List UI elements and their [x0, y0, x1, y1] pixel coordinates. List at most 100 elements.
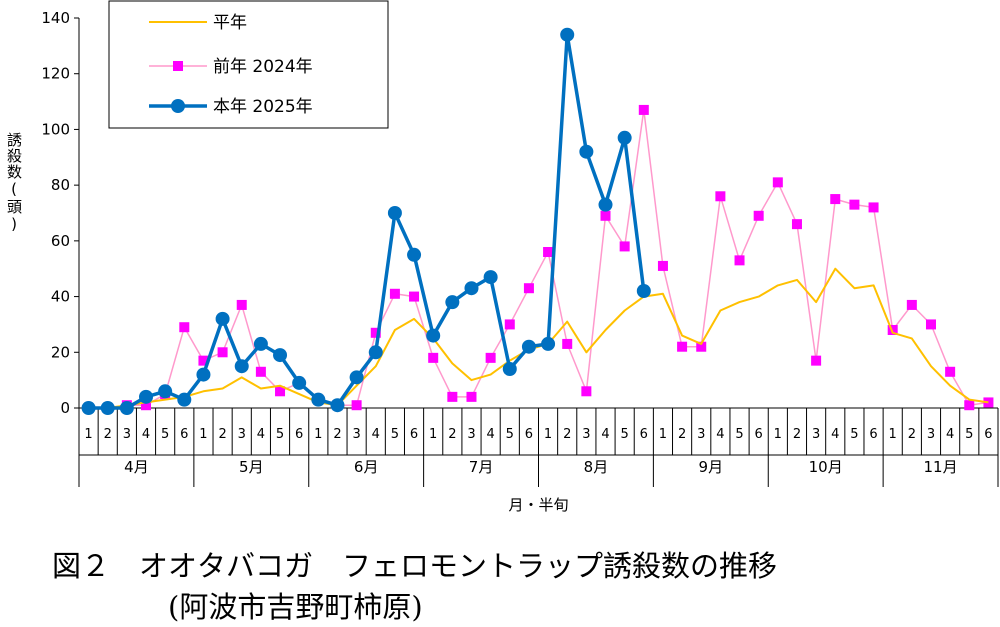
legend-label: 平年	[213, 13, 247, 33]
x-tick-label-pentad: 2	[678, 427, 686, 442]
x-tick-label-month: 10月	[809, 458, 843, 476]
legend-swatch-marker	[171, 99, 185, 113]
x-axis-title: 月・半旬	[508, 496, 568, 514]
data-point-square	[255, 366, 266, 377]
series-line	[88, 109, 989, 409]
x-tick-label-month: 4月	[124, 458, 149, 476]
data-point-square	[619, 241, 630, 252]
data-point-square	[409, 291, 420, 302]
x-tick-label-pentad: 3	[812, 427, 820, 442]
x-tick-label-pentad: 3	[697, 427, 705, 442]
legend-label: 前年 2024年	[213, 57, 313, 77]
data-point-square	[141, 400, 152, 411]
data-point-square	[983, 397, 994, 408]
data-point-circle	[177, 392, 192, 407]
data-point-square	[179, 322, 190, 333]
data-point-circle	[273, 348, 288, 363]
x-tick-label-pentad: 4	[372, 427, 380, 442]
data-point-circle	[349, 370, 364, 385]
data-point-circle	[560, 27, 575, 42]
x-tick-label-pentad: 1	[314, 427, 322, 442]
x-tick-label-pentad: 1	[544, 427, 552, 442]
data-point-circle	[407, 247, 422, 262]
data-point-square	[791, 219, 802, 230]
series-line	[88, 267, 989, 409]
data-point-square	[543, 247, 554, 257]
data-point-square	[677, 341, 688, 352]
x-tick-label-pentad: 5	[850, 427, 858, 442]
y-tick-label: 140	[41, 9, 70, 27]
x-tick-label-pentad: 3	[238, 427, 246, 442]
data-point-square	[466, 391, 477, 402]
data-point-square	[198, 355, 209, 366]
data-point-square	[389, 288, 400, 299]
legend-item: 本年 2025年	[149, 97, 313, 117]
x-tick-label-pentad: 4	[946, 427, 954, 442]
x-tick-label-pentad: 1	[84, 427, 92, 442]
x-tick-label-pentad: 2	[218, 427, 226, 442]
y-tick-label: 80	[51, 176, 70, 194]
x-tick-label-pentad: 1	[889, 427, 897, 442]
x-tick-label-month: 6月	[354, 458, 379, 476]
data-point-circle	[100, 401, 115, 415]
figure-caption-subtitle: (阿波市吉野町柿原)	[168, 590, 423, 624]
figure-caption-title: 図２ オオタバコガ フェロモントラップ誘殺数の推移	[52, 549, 778, 583]
x-tick-label-pentad: 2	[908, 427, 916, 442]
series-previous-year	[83, 104, 994, 413]
data-point-circle	[253, 336, 268, 351]
x-tick-label-pentad: 5	[161, 427, 169, 442]
x-tick-label-pentad: 2	[104, 427, 112, 442]
data-point-square	[351, 400, 362, 411]
data-point-circle	[119, 401, 134, 415]
x-tick-label-month: 5月	[239, 458, 264, 476]
x-tick-label-pentad: 5	[621, 427, 629, 442]
data-point-square	[428, 352, 439, 363]
x-tick-label-pentad: 6	[869, 427, 877, 442]
x-tick-label-month: 8月	[584, 458, 609, 476]
x-tick-label-pentad: 5	[506, 427, 514, 442]
data-point-circle	[541, 336, 556, 351]
data-point-circle	[292, 375, 307, 390]
x-tick-label-pentad: 4	[486, 427, 494, 442]
y-tick-label: 120	[41, 65, 70, 83]
x-tick-label-month: 7月	[469, 458, 494, 476]
data-point-circle	[521, 339, 536, 354]
x-tick-label-pentad: 6	[180, 427, 188, 442]
data-point-circle	[368, 345, 383, 360]
data-point-square	[964, 400, 975, 411]
y-tick-label: 60	[51, 232, 70, 250]
data-point-circle	[579, 144, 594, 159]
data-point-square	[581, 386, 592, 397]
x-tick-label-pentad: 2	[793, 427, 801, 442]
x-tick-label-pentad: 2	[333, 427, 341, 442]
x-tick-label-pentad: 4	[831, 427, 839, 442]
x-tick-label-month: 11月	[924, 458, 958, 476]
data-point-square	[275, 386, 286, 397]
x-tick-label-pentad: 5	[965, 427, 973, 442]
data-point-circle	[215, 311, 230, 326]
x-tick-label-pentad: 3	[927, 427, 935, 442]
data-point-square	[236, 299, 247, 310]
x-tick-label-pentad: 5	[735, 427, 743, 442]
data-point-circle	[81, 401, 96, 415]
x-tick-label-pentad: 3	[582, 427, 590, 442]
y-tick-label: 40	[51, 288, 70, 306]
x-tick-label-pentad: 3	[123, 427, 131, 442]
x-tick-label-pentad: 6	[984, 427, 992, 442]
data-point-square	[734, 255, 745, 266]
x-tick-label-pentad: 1	[199, 427, 207, 442]
data-point-circle	[464, 281, 479, 296]
data-point-circle	[387, 206, 402, 220]
data-point-square	[638, 104, 649, 115]
data-point-circle	[502, 362, 517, 376]
x-tick-label-pentad: 1	[774, 427, 782, 442]
data-point-square	[715, 191, 726, 202]
data-point-circle	[598, 197, 613, 212]
data-point-square	[562, 338, 573, 349]
x-tick-label-pentad: 6	[640, 427, 648, 442]
data-point-square	[485, 352, 496, 363]
y-tick-label: 20	[51, 343, 70, 361]
data-point-square	[523, 283, 534, 294]
series-current-year	[81, 27, 651, 415]
